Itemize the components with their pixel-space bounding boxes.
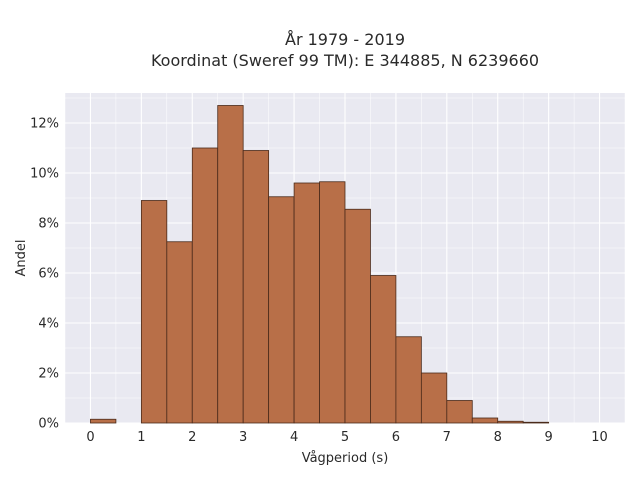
histogram-bar	[344, 208, 371, 424]
histogram-bar	[242, 150, 270, 424]
histogram-bar	[90, 418, 117, 424]
bars	[90, 105, 550, 424]
y-axis-ticks: 0% 2% 4% 6% 8% 10% 12%	[30, 117, 59, 432]
y-tick-label: 0%	[38, 417, 59, 432]
x-tick-label: 9	[544, 430, 552, 445]
x-tick-label: 8	[494, 430, 502, 445]
y-tick-label: 10%	[30, 167, 59, 182]
x-tick-label: 7	[443, 430, 451, 445]
y-tick-label: 2%	[38, 367, 59, 382]
x-axis-label: Vågperiod (s)	[302, 451, 389, 466]
histogram-bar	[217, 105, 244, 424]
histogram-bar	[446, 400, 473, 424]
histogram-bar	[497, 420, 524, 424]
y-tick-label: 12%	[30, 117, 59, 132]
x-tick-label: 10	[591, 430, 608, 445]
histogram-bar	[395, 336, 422, 424]
x-tick-label: 0	[86, 430, 94, 445]
x-tick-label: 4	[290, 430, 298, 445]
histogram-bar	[319, 181, 346, 424]
chart-title: År 1979 - 2019	[285, 30, 405, 49]
y-tick-label: 4%	[38, 317, 59, 332]
y-tick-label: 8%	[38, 217, 59, 232]
x-tick-label: 3	[239, 430, 247, 445]
x-axis-ticks: 0 1 2 3 4 5 6 7 8 9 10	[86, 430, 608, 445]
histogram-bar	[471, 417, 499, 424]
x-tick-label: 1	[137, 430, 145, 445]
histogram-bar	[140, 200, 168, 424]
y-axis-label: Andel	[14, 240, 29, 277]
histogram-bar	[420, 372, 448, 424]
histogram-bar	[522, 421, 550, 424]
x-tick-label: 2	[188, 430, 196, 445]
histogram-bar	[293, 182, 320, 424]
chart-subtitle: Koordinat (Sweref 99 TM): E 344885, N 62…	[151, 51, 539, 70]
histogram-bar	[370, 275, 397, 424]
histogram-bar	[268, 196, 295, 424]
histogram-bar	[166, 241, 193, 424]
y-tick-label: 6%	[38, 267, 59, 282]
x-tick-label: 6	[392, 430, 400, 445]
histogram-bar	[191, 147, 219, 424]
x-tick-label: 5	[341, 430, 349, 445]
